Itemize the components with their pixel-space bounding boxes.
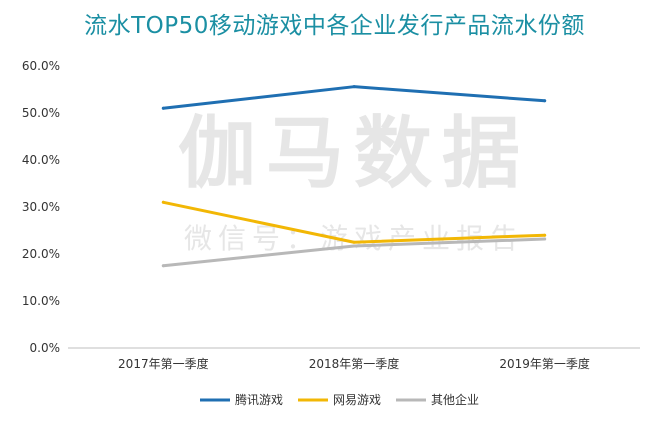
chart-title: 流水TOP50移动游戏中各企业发行产品流水份额: [84, 13, 585, 39]
data-point: [352, 240, 356, 244]
y-tick-label: 10.0%: [22, 294, 60, 308]
data-point: [161, 264, 165, 268]
legend-label: 网易游戏: [333, 393, 381, 407]
y-tick-label: 40.0%: [22, 153, 60, 167]
series-line-1: [161, 85, 547, 110]
y-tick-label: 30.0%: [22, 200, 60, 214]
data-point: [543, 99, 547, 103]
x-tick-label: 2017年第一季度: [118, 356, 209, 371]
legend-label: 腾讯游戏: [235, 392, 283, 407]
data-point: [543, 233, 547, 237]
y-tick-label: 50.0%: [22, 106, 60, 120]
x-tick-label: 2018年第一季度: [309, 356, 400, 371]
y-tick-label: 60.0%: [22, 59, 60, 73]
data-point: [352, 85, 356, 89]
data-point: [161, 106, 165, 110]
legend-label: 其他企业: [431, 392, 479, 407]
watermark-logo: 伽马数据: [178, 109, 530, 199]
data-point: [352, 244, 356, 248]
x-tick-label: 2019年第一季度: [499, 356, 590, 371]
y-tick-label: 20.0%: [22, 247, 60, 261]
data-point: [543, 237, 547, 241]
data-point: [161, 200, 165, 204]
y-tick-label: 0.0%: [30, 341, 61, 355]
